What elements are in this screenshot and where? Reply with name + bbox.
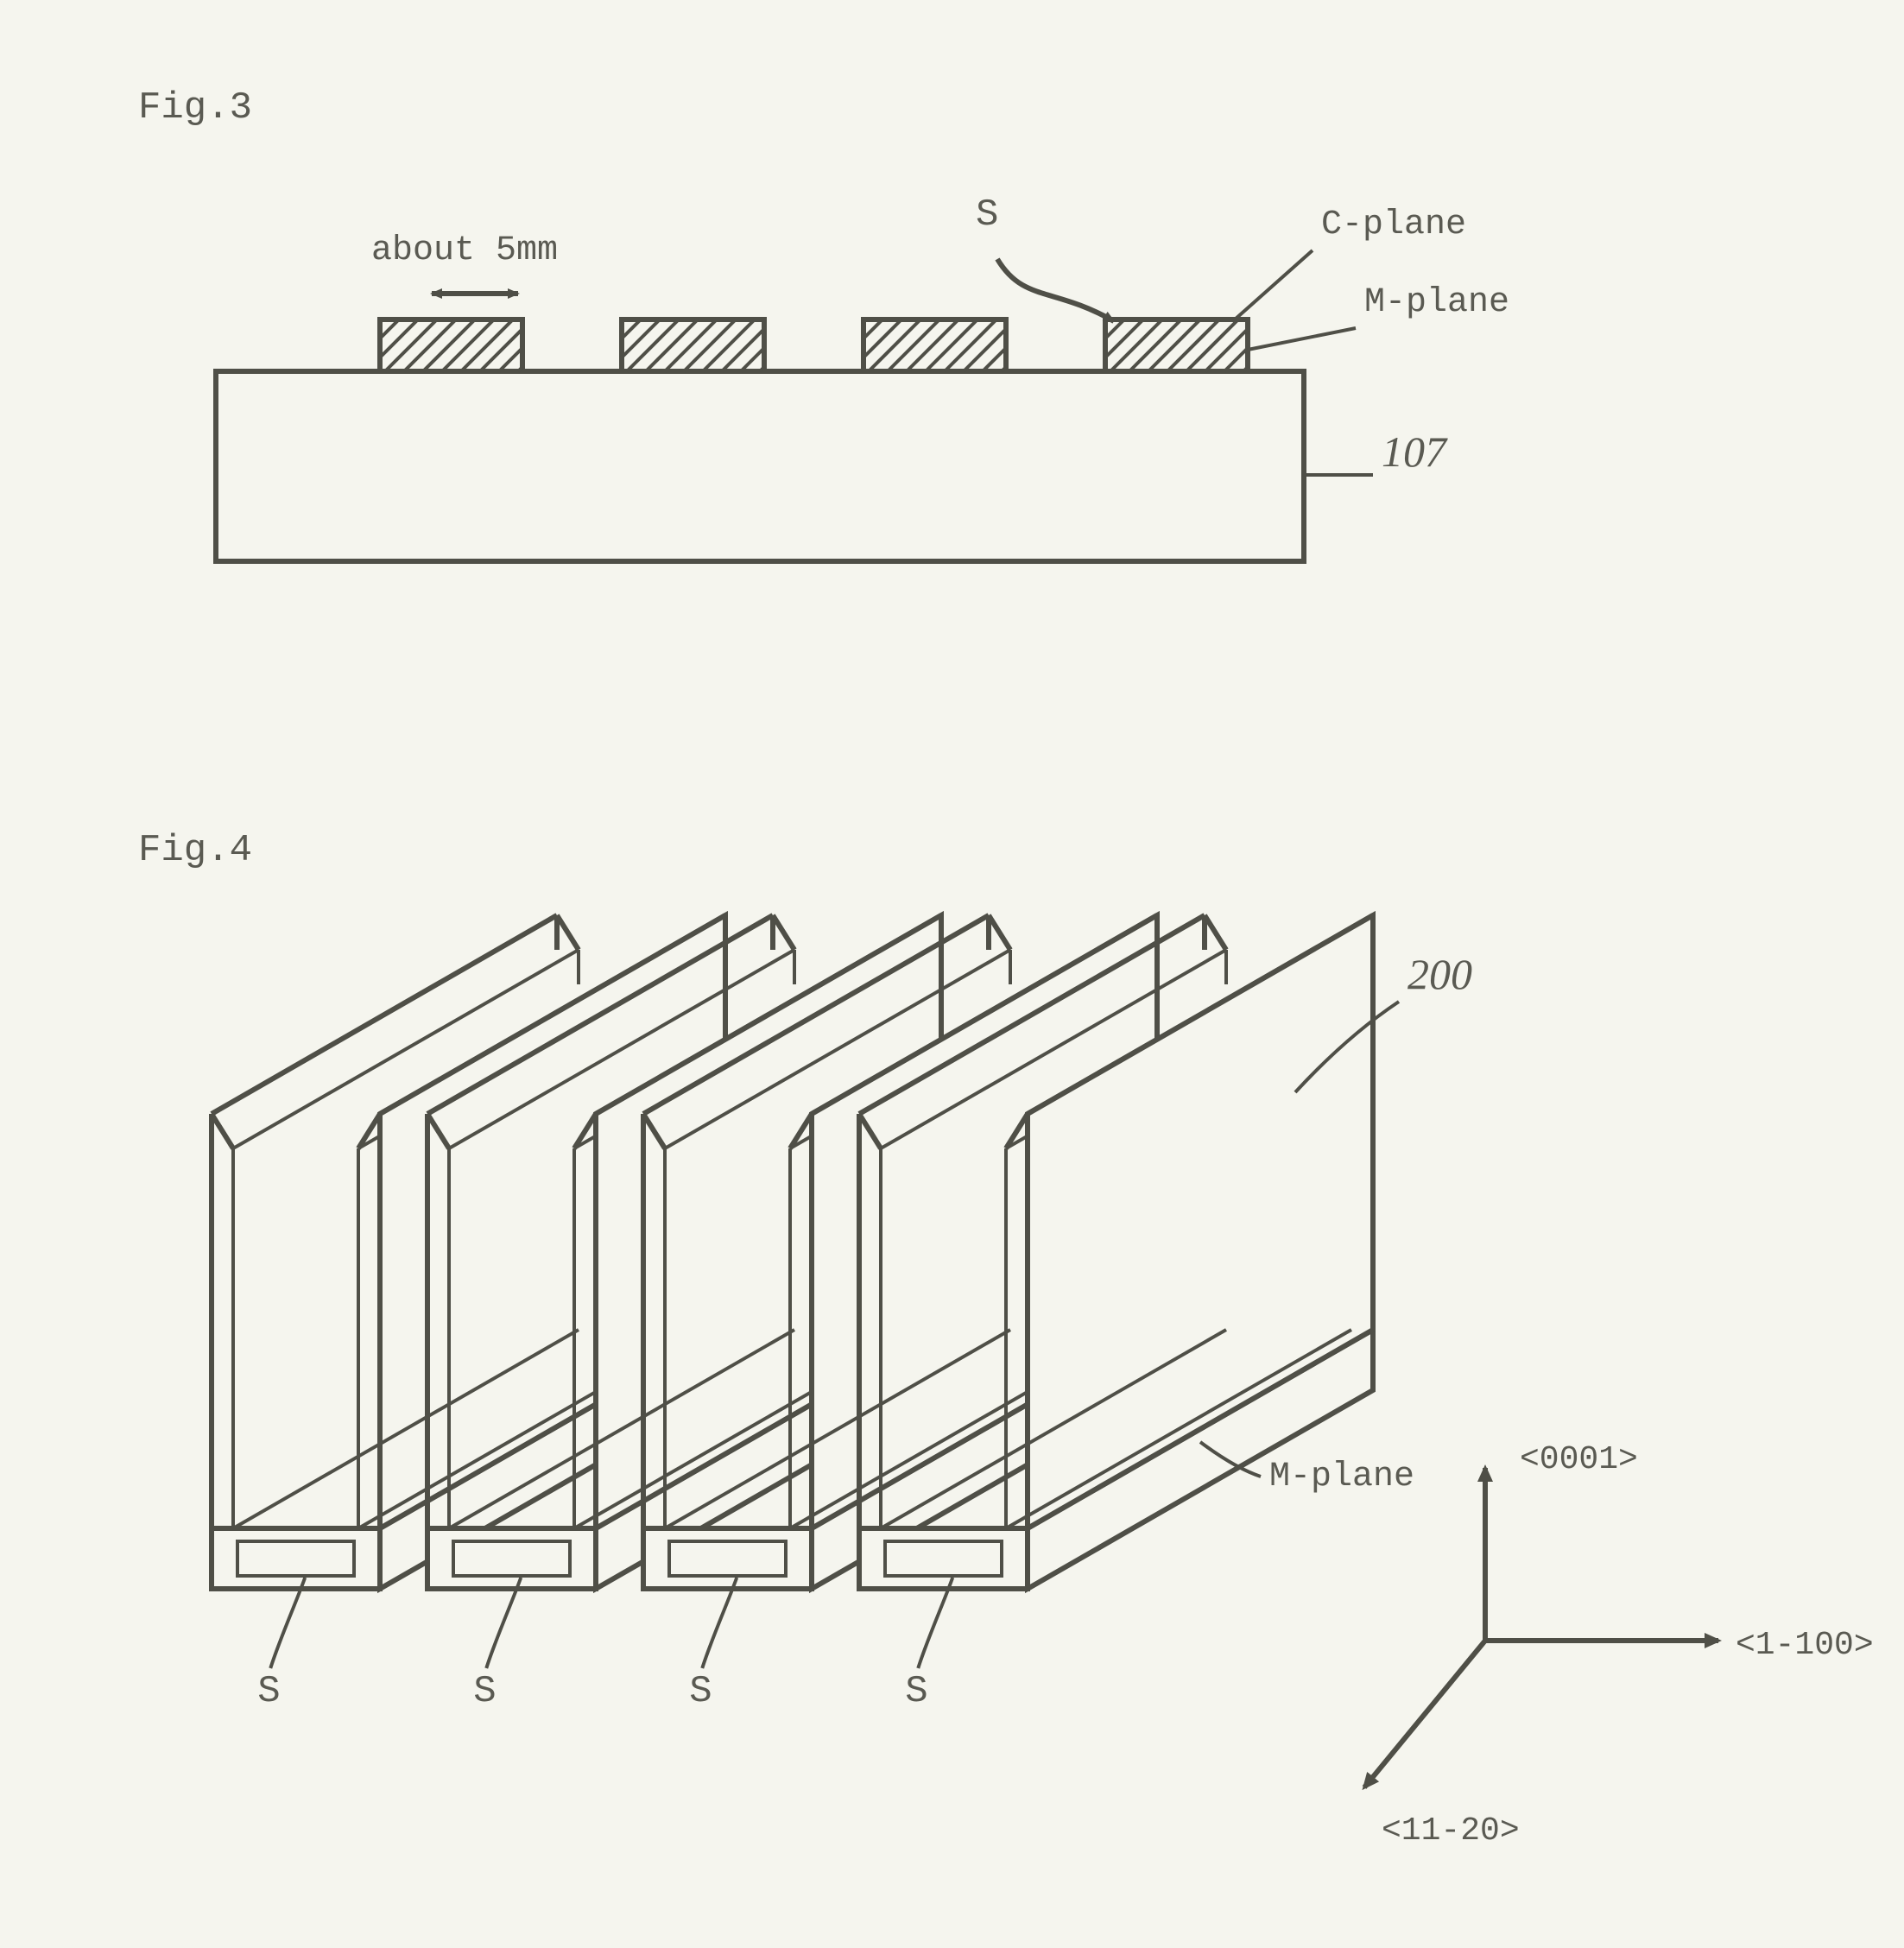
substrate bbox=[216, 371, 1304, 561]
fig3-label: Fig.3 bbox=[138, 86, 252, 130]
s-callout: S bbox=[976, 193, 998, 237]
seed-4 bbox=[1105, 319, 1248, 371]
axis-11-20 bbox=[1364, 1641, 1485, 1787]
axis-label-0001: <0001> bbox=[1520, 1441, 1638, 1478]
dimension-text: about 5mm bbox=[371, 231, 558, 270]
s-leader bbox=[997, 259, 1114, 321]
s-label-4: S bbox=[905, 1670, 927, 1713]
s-label-3: S bbox=[689, 1670, 712, 1713]
seed-2 bbox=[622, 319, 764, 371]
axis-label-1-100: <1-100> bbox=[1736, 1627, 1874, 1664]
fig4-label: Fig.4 bbox=[138, 829, 252, 872]
c-plane-label: C-plane bbox=[1321, 206, 1466, 244]
s-label-1: S bbox=[257, 1670, 280, 1713]
page: Fig.3 Fig.4 about 5mmSC-planeM-plane107 … bbox=[0, 0, 1904, 1948]
ref-107: 107 bbox=[1382, 427, 1448, 476]
m-plane-label: M-plane bbox=[1364, 283, 1509, 322]
m-plane-label-fig4: M-plane bbox=[1269, 1458, 1414, 1496]
seed-3 bbox=[863, 319, 1006, 371]
seed-1 bbox=[380, 319, 522, 371]
s-label-2: S bbox=[473, 1670, 496, 1713]
axis-label-11-20: <11-20> bbox=[1382, 1812, 1520, 1850]
diagram-svg: about 5mm S C-plane M-plane 107 S S S S 200 M-pla… bbox=[0, 0, 1904, 1948]
m-plane-leader bbox=[1248, 328, 1356, 350]
ref-200: 200 bbox=[1407, 950, 1472, 998]
c-plane-leader bbox=[1235, 250, 1313, 319]
